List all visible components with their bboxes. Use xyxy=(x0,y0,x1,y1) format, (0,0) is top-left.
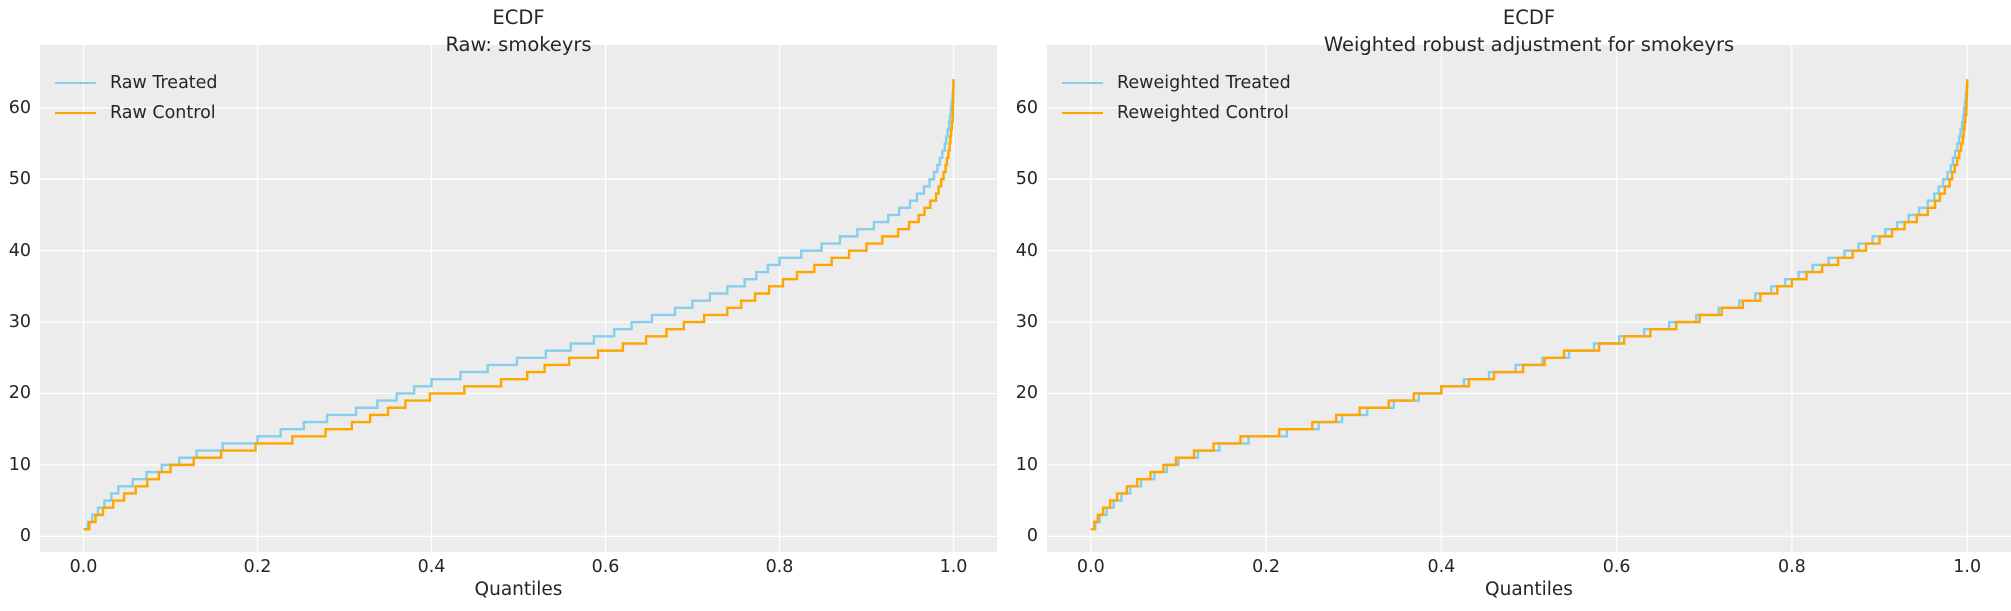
x-tick-label: 0.2 xyxy=(1252,557,1280,577)
legend-label: Reweighted Control xyxy=(1117,103,1289,123)
right-chart-title: ECDF Weighted robust adjustment for smok… xyxy=(1179,5,1879,58)
reweighted-control-line-swatch xyxy=(1062,112,1103,114)
y-tick-label: 10 xyxy=(8,454,31,475)
y-tick-label: 50 xyxy=(1015,169,1038,190)
x-tick-label: 0.8 xyxy=(1777,557,1806,577)
right-chart-title-line1: ECDF xyxy=(1502,6,1556,29)
right-x-axis-label: Quantiles xyxy=(1485,579,1573,600)
raw-treated-line-swatch xyxy=(55,82,96,84)
series-line-raw-control xyxy=(83,79,955,531)
reweighted-treated-line-swatch xyxy=(1062,82,1103,84)
legend-item-raw-treated: Raw Treated xyxy=(55,68,218,98)
x-tick-label: 0.6 xyxy=(1602,557,1631,577)
x-tick-label: 0.0 xyxy=(69,557,98,577)
left-chart-title-line2: Raw: smokeyrs xyxy=(445,32,592,56)
y-tick-label: 60 xyxy=(8,97,31,118)
left-plot-area xyxy=(40,45,997,552)
y-tick-label: 20 xyxy=(1015,383,1038,404)
legend-label: Raw Control xyxy=(110,103,216,123)
legend-item-raw-control: Raw Control xyxy=(55,98,218,128)
y-tick-label: 40 xyxy=(1015,240,1038,261)
legend-item-reweighted-treated: Reweighted Treated xyxy=(1062,68,1291,98)
x-tick-label: 0.0 xyxy=(1076,557,1105,577)
x-tick-label: 0.4 xyxy=(417,557,446,577)
left-legend: Raw Treated Raw Control xyxy=(55,68,218,128)
axes-background xyxy=(1047,45,2011,552)
y-tick-label: 50 xyxy=(8,169,31,190)
left-chart-title: ECDF Raw: smokeyrs xyxy=(169,5,869,58)
y-tick-label: 40 xyxy=(8,240,31,261)
left-chart-title-line1: ECDF xyxy=(492,6,545,29)
x-tick-label: 1.0 xyxy=(1953,557,1982,577)
x-tick-label: 1.0 xyxy=(939,557,968,577)
legend-label: Raw Treated xyxy=(110,73,218,93)
right-legend: Reweighted Treated Reweighted Control xyxy=(1062,68,1291,128)
x-tick-label: 0.8 xyxy=(765,557,794,577)
x-tick-label: 0.6 xyxy=(591,557,620,577)
x-tick-label: 0.2 xyxy=(243,557,272,577)
axes-background xyxy=(40,45,997,552)
right-chart-title-line2: Weighted robust adjustment for smokeyrs xyxy=(1323,32,1735,56)
y-tick-label: 60 xyxy=(1015,97,1038,118)
x-tick-label: 0.4 xyxy=(1427,557,1456,577)
y-tick-label: 30 xyxy=(8,312,31,333)
y-tick-label: 0 xyxy=(1026,526,1038,547)
left-x-axis-label: Quantiles xyxy=(474,579,563,600)
right-plot-area xyxy=(1047,45,2011,552)
legend-item-reweighted-control: Reweighted Control xyxy=(1062,98,1291,128)
y-tick-label: 30 xyxy=(1015,312,1038,333)
y-tick-label: 10 xyxy=(1015,454,1038,475)
gridlines xyxy=(40,45,997,552)
y-tick-label: 20 xyxy=(8,383,31,404)
legend-label: Reweighted Treated xyxy=(1117,73,1291,93)
y-tick-label: 0 xyxy=(19,526,31,547)
raw-control-line-swatch xyxy=(55,112,96,114)
series-line-reweighted-control xyxy=(1090,79,1969,531)
